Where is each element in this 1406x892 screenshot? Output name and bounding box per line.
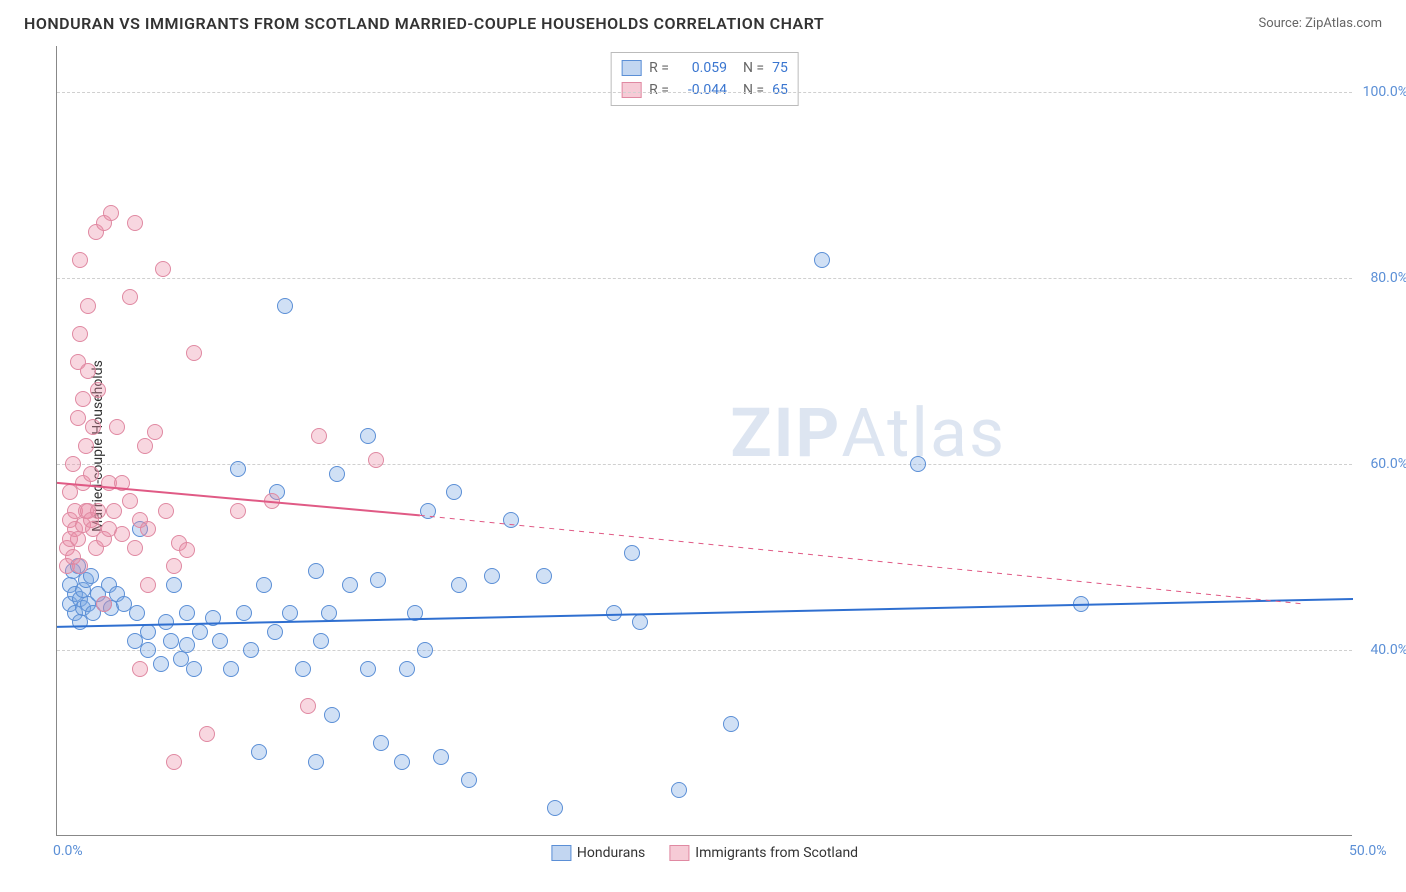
- legend-swatch: [669, 845, 689, 861]
- chart-plot-area: ZIPAtlas R =0.059N =75R =-0.044N =65 Hon…: [56, 46, 1352, 836]
- legend-label: Hondurans: [577, 845, 645, 861]
- chart-title: HONDURAN VS IMMIGRANTS FROM SCOTLAND MAR…: [24, 14, 824, 33]
- trend-lines: [57, 46, 1353, 836]
- y-tick-label: 40.0%: [1370, 642, 1406, 658]
- legend-item: Immigrants from Scotland: [669, 845, 858, 861]
- x-tick-label: 50.0%: [1349, 843, 1387, 859]
- header: HONDURAN VS IMMIGRANTS FROM SCOTLAND MAR…: [0, 0, 1406, 41]
- legend-label: Immigrants from Scotland: [695, 845, 858, 861]
- source-prefix: Source:: [1258, 16, 1305, 31]
- source-label: Source: ZipAtlas.com: [1258, 16, 1382, 31]
- legend-item: Hondurans: [551, 845, 645, 861]
- y-tick-label: 100.0%: [1363, 84, 1406, 100]
- y-tick-label: 60.0%: [1370, 456, 1406, 472]
- y-tick-label: 80.0%: [1370, 270, 1406, 286]
- series-legend: Hondurans Immigrants from Scotland: [551, 845, 858, 861]
- source-name: ZipAtlas.com: [1305, 16, 1382, 31]
- x-tick-label: 0.0%: [53, 843, 83, 859]
- legend-swatch: [551, 845, 571, 861]
